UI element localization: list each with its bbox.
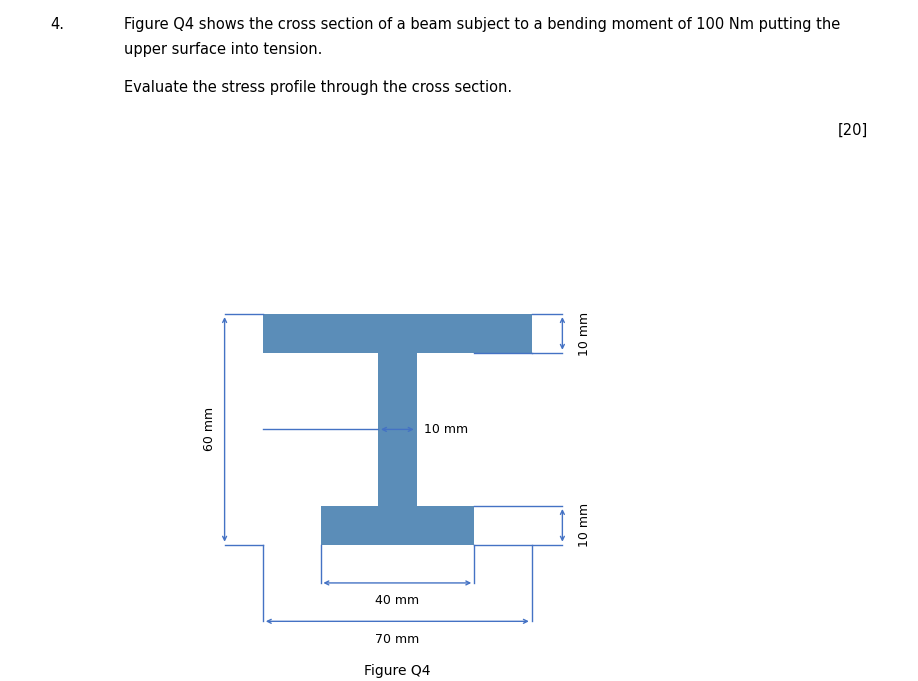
- Text: 40 mm: 40 mm: [375, 595, 420, 607]
- Text: [20]: [20]: [837, 123, 868, 138]
- Text: 10 mm: 10 mm: [577, 311, 591, 355]
- Text: Figure Q4: Figure Q4: [364, 663, 431, 678]
- Text: 60 mm: 60 mm: [203, 407, 216, 452]
- Text: 10 mm: 10 mm: [424, 423, 468, 436]
- Text: 4.: 4.: [50, 17, 64, 32]
- Text: upper surface into tension.: upper surface into tension.: [124, 42, 322, 57]
- Bar: [320, 506, 474, 545]
- Text: 10 mm: 10 mm: [577, 503, 591, 548]
- Bar: [263, 314, 532, 353]
- Text: Figure Q4 shows the cross section of a beam subject to a bending moment of 100 N: Figure Q4 shows the cross section of a b…: [124, 17, 840, 32]
- Bar: [378, 353, 417, 506]
- Text: Evaluate the stress profile through the cross section.: Evaluate the stress profile through the …: [124, 80, 512, 95]
- Text: 70 mm: 70 mm: [375, 633, 420, 646]
